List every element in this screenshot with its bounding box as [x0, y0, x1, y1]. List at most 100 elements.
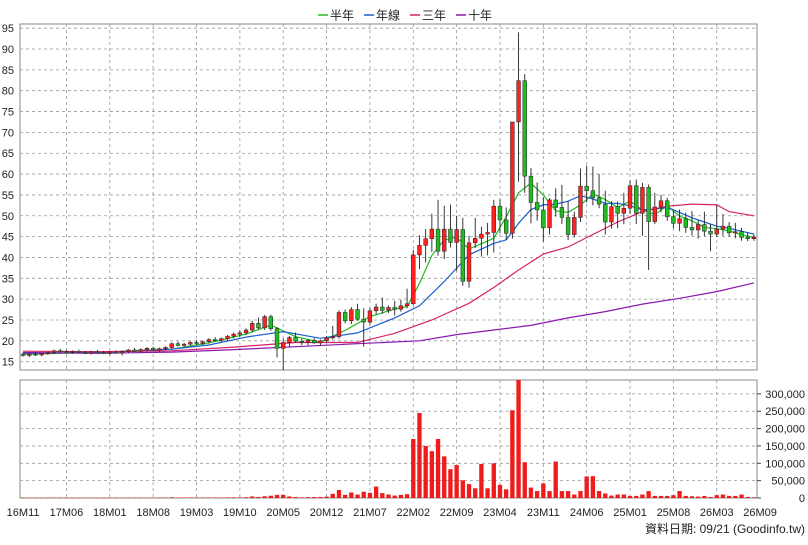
volume-bar — [671, 495, 676, 498]
volume-bar — [714, 495, 719, 498]
volume-bar — [225, 497, 230, 498]
volume-bar — [596, 491, 602, 498]
candle-body — [51, 350, 57, 353]
candle-body — [404, 303, 410, 307]
candle-body — [534, 202, 540, 211]
volume-y-tick-label: 200,000 — [765, 424, 805, 436]
volume-bar — [101, 497, 106, 499]
candle-body — [64, 351, 69, 353]
candle-body — [70, 350, 75, 353]
volume-bar — [380, 493, 385, 498]
candle-body — [695, 224, 701, 231]
volume-bar — [460, 480, 465, 498]
price-panel: 15 20 25 30 35 40 45 50 55 60 65 70 75 80 85 90 95 — [2, 23, 758, 371]
candle-body — [739, 231, 744, 238]
volume-bar — [454, 465, 459, 498]
candle-body — [435, 228, 441, 252]
price-y-tick-label: 35 — [2, 273, 14, 285]
candle-body — [417, 245, 422, 256]
volume-bar — [677, 491, 682, 498]
ma-line-3 — [23, 282, 755, 354]
candle-body — [336, 312, 342, 337]
x-tick-label: 18M08 — [136, 507, 170, 519]
volume-bar — [689, 496, 695, 498]
volume-bar — [572, 494, 577, 498]
candle-body — [596, 197, 602, 205]
candle-body — [615, 206, 620, 214]
volume-bar — [349, 492, 354, 498]
candle-body — [274, 328, 280, 349]
volume-bar — [312, 497, 317, 498]
volume-bar — [70, 497, 75, 499]
volume-bar — [20, 497, 26, 499]
volume-bar — [435, 439, 441, 498]
candle-body — [373, 306, 379, 312]
volume-bar — [175, 497, 181, 498]
candle-body — [293, 337, 298, 342]
volume-bar — [250, 496, 255, 498]
candle-body — [126, 349, 131, 352]
volume-bar — [237, 497, 243, 498]
price-y-tick-label: 20 — [2, 336, 14, 348]
candle-body — [541, 209, 546, 229]
candle-body — [225, 335, 230, 339]
x-tick-label: 16M11 — [7, 507, 40, 519]
candle-body — [442, 228, 447, 252]
candle-body — [181, 343, 187, 346]
volume-y-tick-label: 250,000 — [765, 406, 805, 418]
x-tick-label: 26M03 — [700, 507, 734, 519]
volume-bar — [708, 496, 713, 498]
candle-body — [219, 338, 224, 341]
volume-bar — [219, 497, 224, 498]
candle-body — [547, 199, 552, 229]
volume-bar — [695, 496, 701, 498]
candle-body — [714, 228, 719, 235]
volume-bar — [281, 494, 286, 498]
volume-bar — [45, 497, 51, 499]
candle-body — [82, 352, 88, 354]
volume-bar — [120, 497, 125, 499]
candle-body — [702, 224, 707, 232]
volume-bar — [194, 497, 199, 498]
volume-bar — [361, 491, 366, 498]
volume-bar — [89, 497, 94, 499]
candle-body — [460, 229, 465, 282]
volume-bar — [627, 495, 633, 498]
candle-body — [169, 343, 174, 348]
candle-body — [20, 353, 26, 356]
volume-bar — [212, 497, 218, 499]
candle-body — [609, 206, 614, 223]
price-y-tick-label: 65 — [2, 148, 14, 160]
candle-body — [76, 350, 82, 353]
price-y-tick-label: 80 — [2, 86, 14, 98]
volume-bar — [243, 497, 249, 498]
candle-body — [237, 332, 243, 335]
volume-y-tick-label: 150,000 — [765, 441, 805, 453]
volume-panel: 0 50,000 100,000 150,000 200,000 250,000 300,0… — [19, 379, 805, 505]
volume-bar — [423, 445, 428, 498]
volume-bar — [590, 476, 596, 498]
volume-bar — [330, 493, 335, 498]
candle-body — [361, 318, 366, 323]
candle-body — [726, 225, 732, 234]
volume-bar — [27, 497, 32, 499]
volume-bar — [318, 496, 323, 498]
volume-bar — [95, 497, 100, 499]
volume-bar — [516, 380, 521, 498]
volume-bar — [739, 494, 744, 498]
volume-bar — [404, 494, 410, 498]
candle-body — [454, 229, 459, 243]
volume-bar — [336, 490, 342, 498]
candle-body — [113, 351, 119, 354]
volume-bar — [702, 495, 707, 498]
volume-bar — [163, 497, 168, 498]
volume-bar — [665, 495, 670, 498]
volume-bar — [367, 492, 373, 498]
candle-body — [733, 231, 738, 234]
candle-body — [751, 236, 757, 239]
price-y-tick-label: 40 — [2, 252, 14, 264]
volume-bar — [287, 496, 292, 498]
candle-body — [665, 200, 670, 217]
candle-body — [466, 242, 472, 282]
candle-body — [621, 208, 627, 214]
